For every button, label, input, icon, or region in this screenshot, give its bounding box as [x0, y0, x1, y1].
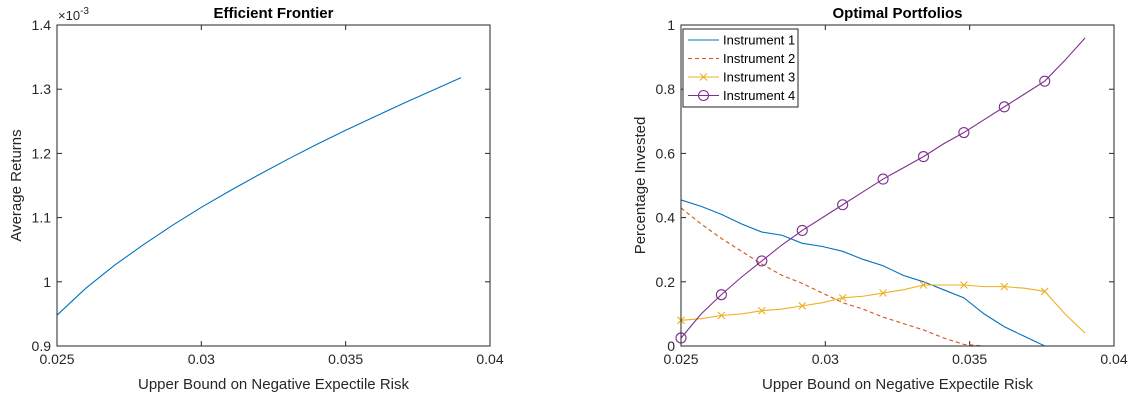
x-tick-label: 0.04 — [476, 351, 503, 367]
y-tick-label: 0.8 — [656, 81, 676, 97]
x-axis-label: Upper Bound on Negative Expectile Risk — [762, 376, 1033, 393]
marker-x — [717, 311, 726, 320]
x-tick-label: 0.035 — [328, 351, 363, 367]
x-tick-label: 0.025 — [663, 351, 698, 367]
axes-box — [680, 24, 1115, 347]
axes-box — [56, 24, 491, 347]
legend-marker-x — [699, 73, 708, 81]
legend-label-3: Instrument 3 — [723, 70, 795, 85]
series-layer — [56, 77, 462, 316]
chart-title: Efficient Frontier — [213, 5, 333, 22]
plot-area — [57, 25, 490, 346]
series-line-1 — [680, 199, 1086, 347]
series-line-2 — [680, 207, 1086, 347]
legend: Instrument 1 Instrument 2 Instrument 3 Inst… — [682, 28, 799, 108]
marker-x — [838, 293, 847, 302]
marker-circle — [796, 224, 808, 236]
marker-circle — [998, 101, 1010, 113]
y-axis-label: Average Returns — [8, 129, 25, 241]
y-exponent-base: ×10 — [58, 8, 80, 23]
y-tick-label: 0.9 — [32, 338, 52, 354]
marker-x — [757, 306, 766, 315]
chart-title: Optimal Portfolios — [832, 5, 962, 22]
y-exponent-power: -3 — [80, 6, 89, 17]
axes-ticks: 0.025 0.03 0.035 0.04 0 0.2 0.4 0.6 0.8 1 — [656, 17, 1128, 367]
marker-x — [798, 301, 807, 310]
x-axis-label: Upper Bound on Negative Expectile Risk — [138, 376, 409, 393]
y-tick-label: 1.1 — [32, 210, 52, 226]
y-tick-label: 0.4 — [656, 210, 676, 226]
marker-circle — [715, 289, 727, 301]
marker-x — [919, 281, 928, 289]
y-tick-label: 1.2 — [32, 145, 52, 161]
marker-circle — [756, 255, 768, 267]
axes-ticks: 0.025 0.03 0.035 0.04 0.9 1 1.1 1.2 1.3 1.4 — [32, 17, 504, 367]
x-tick-label: 0.03 — [188, 351, 215, 367]
y-tick-label: 0.6 — [656, 145, 676, 161]
marker-circle — [1039, 75, 1051, 87]
efficient-frontier-chart: 0.025 0.03 0.035 0.04 0.9 1 1.1 1.2 1.3 1.4 Effic… — [8, 5, 504, 393]
y-tick-label: 1.4 — [32, 17, 52, 33]
y-axis-label: Percentage Invested — [632, 117, 649, 255]
legend-marker-circle — [697, 89, 710, 102]
marker-circle — [837, 199, 849, 211]
y-tick-label: 0 — [667, 338, 675, 354]
marker-x — [879, 289, 887, 297]
y-tick-label: 1.3 — [32, 81, 52, 97]
legend-label-2: Instrument 2 — [723, 51, 795, 66]
series-layer — [675, 37, 1086, 347]
y-tick-label: 1 — [667, 17, 675, 33]
legend-box — [682, 28, 799, 108]
x-tick-label: 0.025 — [39, 351, 74, 367]
legend-label-4: Instrument 4 — [723, 88, 795, 103]
optimal-portfolios-chart: 0.025 0.03 0.035 0.04 0 0.2 0.4 0.6 0.8 1 Optimal… — [632, 5, 1128, 393]
marker-x — [1040, 287, 1049, 296]
legend-label-1: Instrument 1 — [723, 33, 795, 48]
series-line-1 — [56, 77, 462, 316]
y-tick-label: 0.2 — [656, 274, 676, 290]
y-axis-exponent: ×10-3 — [58, 6, 89, 23]
marker-circle — [958, 126, 970, 139]
marker-circle — [877, 173, 889, 185]
y-tick-label: 1 — [43, 274, 51, 290]
marker-x — [960, 281, 968, 289]
x-tick-label: 0.035 — [952, 351, 987, 367]
marker-x — [1000, 282, 1009, 291]
x-tick-label: 0.03 — [812, 351, 839, 367]
series-line-4 — [680, 37, 1086, 339]
marker-circle — [917, 151, 930, 163]
x-tick-label: 0.04 — [1100, 351, 1127, 367]
